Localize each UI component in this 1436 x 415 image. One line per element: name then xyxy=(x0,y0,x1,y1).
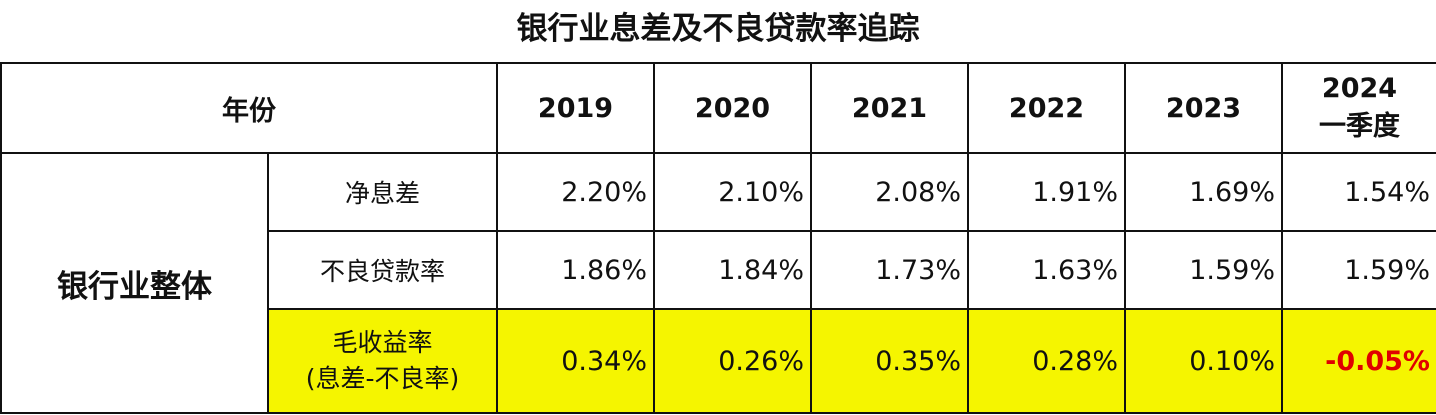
table-cell: 0.10% xyxy=(1124,308,1283,414)
table-cell: 0.28% xyxy=(967,308,1126,414)
year-2024-q1: 2024 一季度 xyxy=(1281,62,1436,154)
row-label-net-interest-margin: 净息差 xyxy=(267,152,498,232)
table-cell: 1.63% xyxy=(967,230,1126,310)
table-cell: 2.10% xyxy=(653,152,812,232)
year-2020: 2020 xyxy=(653,62,812,154)
row-label-line2: (息差-不良率) xyxy=(305,364,460,393)
table-cell: 1.54% xyxy=(1281,152,1436,232)
table-cell: 1.69% xyxy=(1124,152,1283,232)
data-table: 年份 2019 2020 2021 2022 2023 2024 一季度 银行业… xyxy=(0,62,1436,414)
table-cell: 1.86% xyxy=(496,230,655,310)
row-label-npl-ratio: 不良贷款率 xyxy=(267,230,498,310)
table-cell: 1.84% xyxy=(653,230,812,310)
row-label-gross-yield: 毛收益率 (息差-不良率) xyxy=(267,308,498,414)
group-label: 银行业整体 xyxy=(0,152,269,414)
table-cell: 2.08% xyxy=(810,152,969,232)
table-cell: 0.35% xyxy=(810,308,969,414)
year-2023: 2023 xyxy=(1124,62,1283,154)
table-cell: 1.91% xyxy=(967,152,1126,232)
table-cell: 2.20% xyxy=(496,152,655,232)
year-2024-line1: 2024 xyxy=(1321,73,1398,104)
header-row: 年份 2019 2020 2021 2022 2023 2024 一季度 xyxy=(0,62,1436,154)
table-cell: 0.34% xyxy=(496,308,655,414)
year-2024-line2: 一季度 xyxy=(1319,111,1400,142)
year-2022: 2022 xyxy=(967,62,1126,154)
table-row: 不良贷款率 1.86% 1.84% 1.73% 1.63% 1.59% 1.59… xyxy=(1,230,1436,310)
table-cell-negative: -0.05% xyxy=(1281,308,1436,414)
table-row: 银行业整体 净息差 2.20% 2.10% 2.08% 1.91% 1.69% … xyxy=(0,152,1436,414)
table-cell: 1.73% xyxy=(810,230,969,310)
row-label-line1: 毛收益率 xyxy=(332,328,433,357)
year-header-label: 年份 xyxy=(0,62,498,154)
year-2019: 2019 xyxy=(496,62,655,154)
table-title: 银行业息差及不良贷款率追踪 xyxy=(516,11,920,47)
table-cell: 0.26% xyxy=(653,308,812,414)
table-cell: 1.59% xyxy=(1124,230,1283,310)
year-2021: 2021 xyxy=(810,62,969,154)
table-cell: 1.59% xyxy=(1281,230,1436,310)
table-row-highlight: 毛收益率 (息差-不良率) 0.34% 0.26% 0.35% 0.28% 0.… xyxy=(1,308,1436,414)
